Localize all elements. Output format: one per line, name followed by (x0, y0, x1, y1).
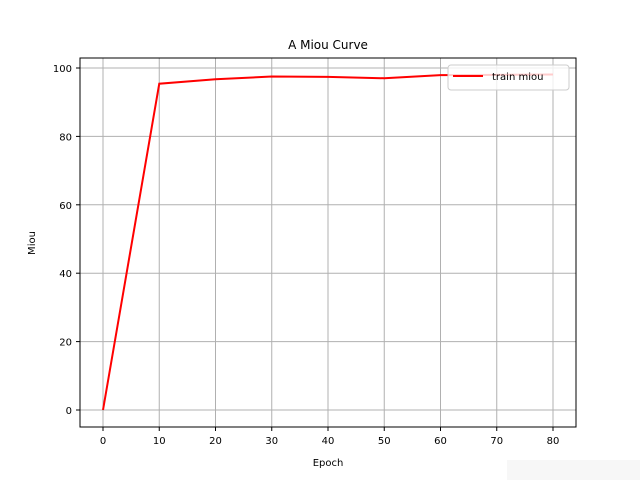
y-tick-label: 60 (59, 201, 72, 212)
x-tick-label: 60 (434, 436, 447, 447)
x-tick-label: 50 (378, 436, 391, 447)
x-tick-label: 70 (490, 436, 503, 447)
x-tick-label: 0 (100, 436, 106, 447)
y-axis-label: Miou (27, 231, 38, 255)
corner-overlay (507, 460, 640, 480)
y-tick-label: 80 (59, 132, 72, 143)
x-axis-ticks: 0 10 20 30 40 50 60 70 80 (100, 427, 560, 447)
x-axis-label: Epoch (313, 458, 344, 469)
x-tick-label: 30 (265, 436, 278, 447)
y-tick-label: 0 (66, 406, 72, 417)
legend: train miou (447, 64, 570, 91)
y-axis-ticks: 0 20 40 60 80 100 (53, 64, 80, 417)
y-tick-label: 20 (59, 338, 72, 349)
legend-label: train miou (492, 72, 543, 83)
y-tick-label: 100 (53, 64, 72, 75)
x-tick-label: 20 (209, 436, 222, 447)
y-tick-label: 40 (59, 269, 72, 280)
x-tick-label: 40 (322, 436, 335, 447)
x-tick-label: 80 (547, 436, 560, 447)
chart-title: A Miou Curve (288, 38, 368, 52)
x-tick-label: 10 (153, 436, 166, 447)
